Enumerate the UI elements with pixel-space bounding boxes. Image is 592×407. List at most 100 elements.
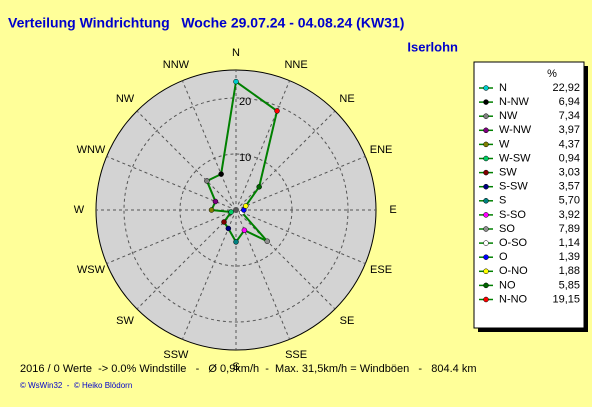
legend-value: 1,14 bbox=[559, 237, 580, 249]
point bbox=[264, 238, 270, 244]
legend-marker bbox=[483, 183, 489, 190]
spoke bbox=[235, 110, 336, 211]
point bbox=[204, 178, 210, 184]
point bbox=[228, 209, 234, 215]
legend-marker bbox=[483, 226, 489, 232]
point bbox=[242, 203, 249, 209]
legend-value: 7,34 bbox=[559, 110, 580, 122]
legend-marker bbox=[483, 85, 489, 91]
legend-name: N-NW bbox=[499, 96, 530, 108]
legend-name: S-SO bbox=[499, 209, 526, 221]
point bbox=[241, 227, 248, 234]
legend-name: SW bbox=[499, 167, 517, 179]
legend-value: 19,15 bbox=[552, 293, 580, 305]
legend-name: N bbox=[499, 82, 507, 94]
legend-name: SO bbox=[499, 223, 515, 235]
legend-value: 3,03 bbox=[559, 167, 580, 179]
legend-marker bbox=[483, 268, 489, 275]
spoke bbox=[235, 209, 366, 265]
legend bbox=[473, 61, 585, 329]
direction-label: NNW bbox=[163, 59, 190, 71]
legend-marker bbox=[483, 240, 489, 246]
direction-label: W bbox=[74, 204, 85, 216]
r-tick-label: 10 bbox=[239, 152, 251, 164]
legend-marker bbox=[483, 254, 489, 260]
legend-name: S bbox=[499, 195, 506, 207]
point bbox=[212, 198, 219, 205]
direction-label: ENE bbox=[370, 144, 393, 156]
legend-name: O-NO bbox=[499, 265, 528, 277]
grid-ring bbox=[179, 153, 293, 267]
spoke bbox=[136, 110, 237, 211]
legend-marker bbox=[483, 212, 489, 218]
credits: © WsWin32 - © Heiko Blödorn bbox=[20, 381, 132, 390]
legend-name: O bbox=[499, 251, 508, 263]
direction-label: ESE bbox=[370, 264, 392, 276]
chart-title: Verteilung Windrichtung Woche 29.07.24 -… bbox=[8, 15, 404, 31]
legend-value: 4,37 bbox=[559, 138, 580, 150]
legend-marker bbox=[483, 155, 489, 162]
legend-marker bbox=[483, 141, 489, 148]
station: Iserlohn bbox=[407, 39, 458, 54]
spoke bbox=[181, 80, 237, 211]
footer: 2016 / 0 Werte -> 0.0% Windstille - Ø 0,… bbox=[20, 363, 476, 375]
point bbox=[256, 184, 262, 190]
spoke bbox=[235, 80, 291, 211]
legend-name: S-SW bbox=[499, 181, 528, 193]
legend-value: 1,88 bbox=[559, 265, 580, 277]
point bbox=[274, 108, 280, 114]
legend-name: W bbox=[499, 138, 510, 150]
direction-label: SE bbox=[340, 315, 355, 327]
point bbox=[225, 225, 232, 232]
direction-label: WNW bbox=[77, 144, 106, 156]
legend-header: % bbox=[547, 68, 557, 80]
legend-name: NW bbox=[499, 110, 518, 122]
direction-label: SSE bbox=[285, 349, 307, 361]
legend-name: O-SO bbox=[499, 237, 528, 249]
direction-label: NE bbox=[339, 93, 354, 105]
legend-name: W-NW bbox=[499, 124, 532, 136]
point bbox=[218, 171, 224, 177]
legend-value: 7,89 bbox=[559, 223, 580, 235]
point bbox=[208, 207, 215, 213]
legend-marker bbox=[483, 282, 489, 289]
point bbox=[221, 219, 227, 225]
legend-value: 6,94 bbox=[559, 96, 580, 108]
spoke bbox=[106, 209, 237, 265]
spoke bbox=[181, 209, 237, 340]
point bbox=[233, 239, 239, 245]
direction-label: N bbox=[232, 47, 240, 59]
legend-name: W-SW bbox=[499, 152, 531, 164]
legend-value: 22,92 bbox=[552, 82, 580, 94]
legend-value: 0,94 bbox=[559, 152, 580, 164]
direction-label: S bbox=[232, 361, 239, 373]
direction-label: WSW bbox=[77, 264, 106, 276]
legend-value: 5,85 bbox=[559, 279, 580, 291]
legend-marker bbox=[483, 198, 489, 204]
legend-marker bbox=[483, 99, 489, 105]
legend-marker bbox=[483, 127, 489, 134]
legend-value: 3,92 bbox=[559, 209, 580, 221]
legend-name: NO bbox=[499, 279, 516, 291]
legend-value: 5,70 bbox=[559, 195, 580, 207]
direction-label: SSW bbox=[163, 349, 189, 361]
spoke bbox=[106, 155, 237, 211]
legend-marker bbox=[483, 296, 489, 303]
r-tick-label: 20 bbox=[239, 96, 251, 108]
legend-marker bbox=[483, 169, 489, 176]
spoke bbox=[235, 209, 291, 340]
spoke bbox=[235, 209, 336, 310]
legend-marker bbox=[483, 113, 489, 119]
legend-value: 3,57 bbox=[559, 181, 580, 193]
direction-label: NW bbox=[116, 93, 135, 105]
point bbox=[233, 78, 239, 85]
legend-name: N-NO bbox=[499, 293, 528, 305]
spoke bbox=[235, 155, 366, 211]
spoke bbox=[136, 209, 237, 310]
legend-value: 3,97 bbox=[559, 124, 580, 136]
grid-ring bbox=[123, 97, 349, 323]
direction-label: E bbox=[389, 204, 396, 216]
legend-value: 1,39 bbox=[559, 251, 580, 263]
direction-label: NNE bbox=[284, 59, 307, 71]
